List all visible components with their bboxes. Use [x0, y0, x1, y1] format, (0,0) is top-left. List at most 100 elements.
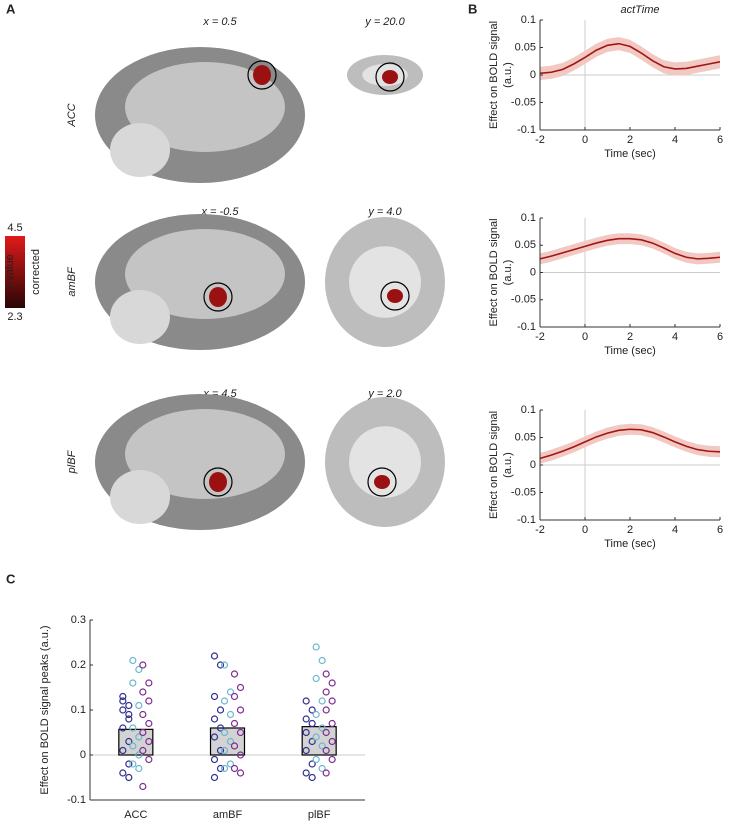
subject-point — [129, 656, 137, 665]
subject-point — [236, 728, 245, 737]
slice-label: y = 20.0 — [364, 16, 405, 28]
cerebellum — [110, 290, 170, 344]
cerebellum — [110, 470, 170, 524]
subject-point — [302, 715, 310, 723]
subject-point — [322, 769, 330, 777]
subject-point — [318, 697, 326, 705]
subject-point — [226, 737, 235, 746]
subject-point — [328, 697, 336, 705]
panel-label: C — [6, 571, 16, 586]
coronal-inner — [349, 426, 421, 498]
subject-point — [139, 710, 147, 719]
y-axis-label: Effect on BOLD signal — [488, 21, 500, 129]
subject-point — [236, 769, 245, 777]
subject-point — [322, 688, 330, 696]
y-tick-label: -0.1 — [517, 514, 536, 526]
confidence-band — [540, 233, 720, 265]
subject-point — [328, 719, 336, 728]
y-tick-label: 0.05 — [515, 431, 536, 443]
activation — [253, 65, 271, 85]
sagittal-inner — [125, 409, 285, 499]
subject-point — [220, 764, 229, 773]
subject-point — [145, 719, 153, 728]
roi-circle — [203, 467, 233, 497]
subject-point — [236, 683, 245, 692]
bar — [118, 728, 154, 756]
subject-point — [318, 764, 326, 773]
subject-point — [322, 706, 330, 714]
panel-label: B — [468, 1, 477, 16]
subject-point — [230, 692, 239, 701]
y-tick-label: -0.1 — [67, 794, 86, 806]
line — [539, 237, 721, 260]
sagittal-inner — [125, 62, 285, 152]
subject-point — [139, 746, 147, 755]
subject-point — [210, 715, 219, 723]
subject-point — [226, 688, 235, 696]
subject-point — [129, 679, 137, 687]
activation — [209, 287, 227, 307]
confidence-band — [540, 423, 720, 464]
row-label: amBF — [66, 266, 78, 297]
subject-point — [125, 760, 133, 768]
row-label: plBF — [66, 449, 78, 474]
cerebellum — [110, 123, 170, 177]
subject-point — [135, 665, 143, 674]
panel-label: A — [6, 1, 16, 16]
subject-point — [220, 746, 229, 755]
slice-label: y = 4.0 — [367, 206, 402, 218]
y-tick-label: 0.1 — [521, 14, 536, 26]
subject-point — [119, 746, 127, 755]
subject-point — [328, 737, 336, 746]
subject-point — [119, 692, 127, 701]
sagittal-inner — [125, 229, 285, 319]
subject-point — [322, 670, 330, 678]
subject-point — [226, 760, 235, 768]
subject-point — [139, 661, 147, 669]
x-tick-label: 0 — [582, 524, 588, 536]
x-tick-label: 4 — [672, 331, 678, 343]
subject-point — [236, 751, 245, 759]
subject-point — [220, 661, 229, 669]
activation — [387, 289, 403, 303]
y-axis-label: (a.u.) — [502, 452, 514, 478]
x-tick-label: 2 — [627, 134, 633, 146]
subject-point — [135, 733, 143, 741]
subject-point — [139, 728, 147, 737]
colorbar-label: z-value — [4, 254, 16, 289]
y-axis-label: (a.u.) — [502, 62, 514, 88]
roi-circle — [375, 62, 405, 92]
x-tick-label: -2 — [535, 331, 545, 343]
subject-point — [135, 764, 143, 773]
slice-label: x = 0.5 — [202, 16, 237, 28]
coronal-inner — [349, 246, 421, 318]
subject-point — [139, 688, 147, 696]
subject-point — [210, 733, 219, 741]
y-tick-label: 0.05 — [515, 41, 536, 53]
subject-point — [129, 760, 137, 768]
x-tick-label: ACC — [124, 809, 147, 821]
x-tick-label: 2 — [627, 331, 633, 343]
subject-point — [216, 724, 225, 732]
x-tick-label: plBF — [308, 809, 331, 821]
y-tick-label: 0.1 — [521, 212, 536, 224]
x-tick-label: 0 — [582, 331, 588, 343]
subject-point — [135, 751, 143, 759]
subject-point — [308, 719, 316, 728]
x-axis-label: Time (sec) — [604, 148, 656, 160]
x-tick-label: 4 — [672, 524, 678, 536]
roi-circle — [367, 467, 397, 497]
subject-point — [216, 706, 225, 714]
x-tick-label: 0 — [582, 134, 588, 146]
subject-point — [145, 697, 153, 705]
y-tick-label: 0 — [530, 69, 536, 81]
subject-point — [312, 755, 320, 764]
subject-point — [220, 697, 229, 705]
subject-point — [230, 670, 239, 678]
subject-point — [302, 697, 310, 705]
subject-point — [125, 773, 133, 782]
subject-point — [139, 782, 147, 791]
subject-point — [226, 710, 235, 719]
y-tick-label: 0 — [530, 459, 536, 471]
